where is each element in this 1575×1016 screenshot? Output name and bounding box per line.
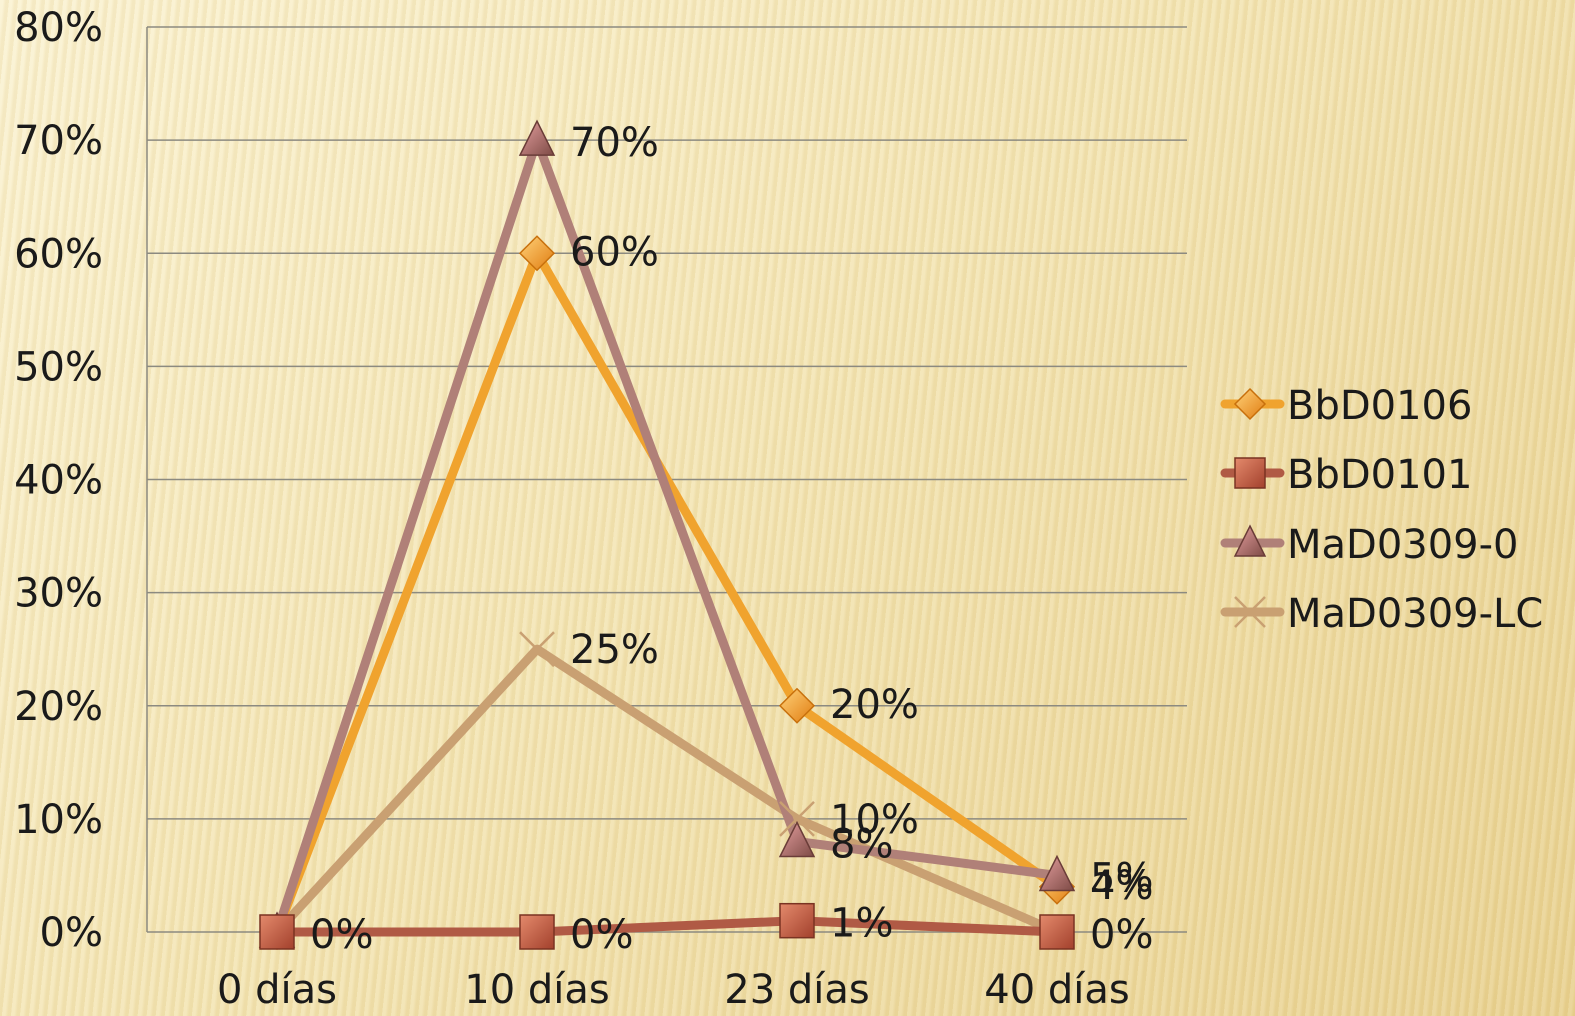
x-tick-label: 23 días [724,967,869,1013]
data-point-square [779,902,815,939]
legend-label: BbD0106 [1287,383,1472,429]
data-label: 70% [570,120,659,166]
legend: BbD0106 BbD0101 MaD0309-0 MaD0309-LC [1220,383,1543,637]
data-point-diamond [1233,387,1267,421]
data-point-triangle [1038,854,1076,892]
legend-label: BbD0101 [1287,452,1472,498]
y-tick-label: 80% [14,5,103,51]
series-line [272,135,1062,937]
y-tick-label: 10% [14,797,103,843]
data-label: 25% [570,627,659,673]
y-tick-label: 20% [14,684,103,730]
legend-label: MaD0309-LC [1287,591,1543,637]
legend-entry: BbD0101 [1220,452,1472,498]
x-tick-label: 0 días [217,967,337,1013]
data-point-triangle [518,119,556,156]
data-point-triangle [778,820,816,858]
x-marker-stroke [779,800,815,837]
y-tick-label: 60% [14,231,103,277]
series-line [272,644,1062,937]
legend-entry: MaD0309-LC [1220,591,1543,637]
legend-entry: BbD0106 [1220,383,1472,429]
data-point-square [1039,914,1075,950]
x-marker-stroke [1234,596,1266,628]
data-point-square [259,914,295,950]
legend-entry: MaD0309-0 [1220,522,1519,568]
y-tick-label: 30% [14,571,103,617]
data-label: 8% [830,822,893,868]
y-tick-label: 0% [40,910,103,956]
series-markers [258,119,1076,951]
legend-label: MaD0309-0 [1287,522,1519,568]
data-point-square [519,914,555,950]
y-tick-label: 50% [14,344,103,390]
data-point-triangle [1233,524,1267,557]
data-label: 20% [830,682,919,728]
data-point-diamond [518,235,556,272]
data-label: 10% [830,797,919,843]
x-marker-stroke [519,631,555,668]
data-point-diamond [778,687,816,724]
axes: 0% 10% 20% 30% 40% 50% 60% 70% 80% 0 días 10 días 2… [14,5,1130,1013]
data-point-x [519,631,555,668]
data-point-x [779,800,815,837]
data-labels: 60%20%4%0% 0% 1% 0%70%8%5%25%10% [310,120,1153,958]
data-label: 60% [570,229,659,275]
data-label: 5% [1090,855,1153,901]
data-label: 0% [1090,912,1153,958]
x-tick-label: 10 días [464,967,609,1013]
data-point-square [1234,457,1266,489]
y-tick-label: 40% [14,458,103,504]
series-lines [272,135,1062,937]
series-line [272,916,1062,937]
data-label: 1% [830,901,893,947]
x-tick-label: 40 días [984,967,1129,1013]
y-tick-label: 70% [14,118,103,164]
data-label: 0% [310,912,373,958]
data-label: 4% [1090,863,1153,909]
data-label: 0% [570,912,633,958]
data-point-x [1234,596,1266,628]
